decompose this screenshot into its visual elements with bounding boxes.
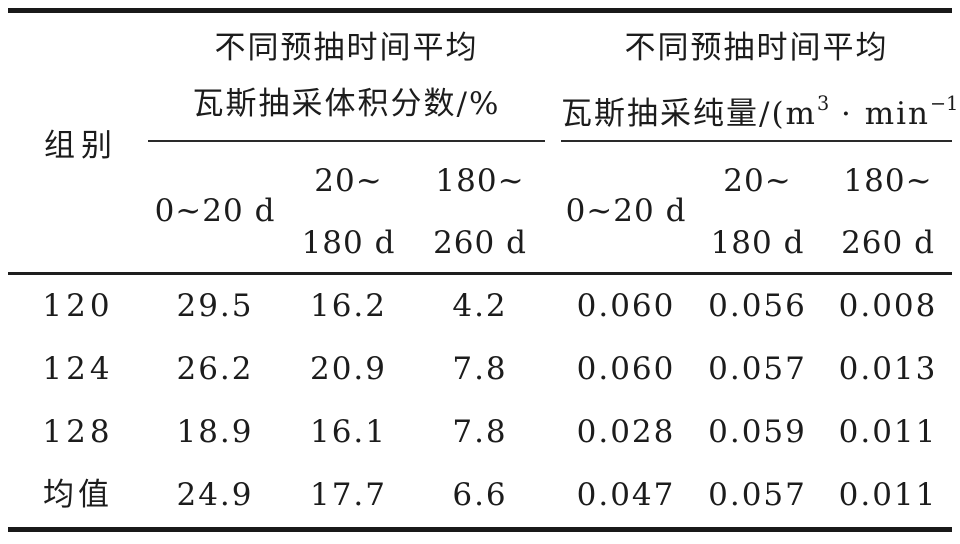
row-124-pq-20-180: 0.057 <box>708 351 807 387</box>
table-bottom-rule <box>8 527 952 532</box>
row-124-vf-0-20: 26.2 <box>176 351 254 387</box>
header-group-column: 组别 <box>44 128 118 164</box>
row-128-label: 128 <box>42 414 114 450</box>
row-120-vf-20-180: 16.2 <box>309 288 388 324</box>
subheader-g1-20-180d-line1: 20~ <box>314 163 383 199</box>
unit-middle: · min <box>829 96 930 132</box>
unit-superscript-minus1: −1 <box>930 92 959 115</box>
row-128-pq-0-20: 0.028 <box>576 414 676 450</box>
row-128-pq-20-180: 0.059 <box>708 414 807 450</box>
row-128-vf-0-20: 18.9 <box>176 414 254 450</box>
row-mean-pq-20-180: 0.057 <box>708 477 807 513</box>
header-group-pure-quantity: 不同预抽时间平均 瓦斯抽采纯量/(m3 · min−1) <box>561 13 960 142</box>
subheader-g1-180-260d-line2: 260 d <box>433 225 527 261</box>
row-120-pq-20-180: 0.056 <box>708 288 807 324</box>
table-top-rule <box>8 8 952 13</box>
subheader-g2-20-180d: 20~ 180 d <box>691 142 824 272</box>
subheader-g2-180-260d-line1: 180~ <box>843 163 933 199</box>
row-128-vf-180-260: 7.8 <box>452 414 508 450</box>
header-group-volume-fraction: 不同预抽时间平均 瓦斯抽采体积分数/% <box>148 13 545 140</box>
cmidrule-left <box>148 140 545 142</box>
table-grid: 组别 不同预抽时间平均 瓦斯抽采体积分数/% 不同预抽时间平均 瓦斯抽采纯量/(… <box>8 13 960 527</box>
row-124-pq-0-20: 0.060 <box>576 351 676 387</box>
unit-suffix: ) <box>958 96 960 132</box>
row-124-pq-180-260: 0.013 <box>838 351 938 387</box>
row-mean-label: 均值 <box>43 477 113 513</box>
header-group-pure-quantity-line1: 不同预抽时间平均 <box>624 30 889 66</box>
row-mean-pq-0-20: 0.047 <box>576 477 676 513</box>
row-mean-vf-20-180: 17.7 <box>309 477 388 513</box>
unit-prefix: 瓦斯抽采纯量/(m <box>561 96 817 132</box>
header-group-pure-quantity-line2: 瓦斯抽采纯量/(m3 · min−1) <box>561 76 960 142</box>
row-mean-pq-180-260: 0.011 <box>838 477 938 513</box>
row-120-vf-180-260: 4.2 <box>452 288 508 324</box>
header-group-volume-fraction-line2: 瓦斯抽采体积分数/% <box>192 86 501 122</box>
row-124-vf-20-180: 20.9 <box>309 351 388 387</box>
row-120-pq-180-260: 0.008 <box>838 288 938 324</box>
subheader-g2-180-260d-line2: 260 d <box>841 225 935 261</box>
cmidrule-right <box>561 140 952 142</box>
subheader-g2-0-20d: 0~20 d <box>565 193 687 229</box>
subheader-g2-20-180d-line2: 180 d <box>710 225 805 261</box>
row-128-pq-180-260: 0.011 <box>838 414 938 450</box>
subheader-g1-20-180d-line2: 180 d <box>301 225 396 261</box>
data-table: 组别 不同预抽时间平均 瓦斯抽采体积分数/% 不同预抽时间平均 瓦斯抽采纯量/(… <box>8 8 960 532</box>
row-120-pq-0-20: 0.060 <box>576 288 676 324</box>
row-120-vf-0-20: 29.5 <box>176 288 254 324</box>
header-group-volume-fraction-line1: 不同预抽时间平均 <box>214 30 479 66</box>
row-mean-vf-0-20: 24.9 <box>176 477 254 513</box>
header-body-rule <box>8 272 952 275</box>
row-120-label: 120 <box>42 288 114 324</box>
row-124-vf-180-260: 7.8 <box>452 351 508 387</box>
subheader-g1-0-20d: 0~20 d <box>154 193 276 229</box>
row-128-vf-20-180: 16.1 <box>309 414 388 450</box>
row-124-label: 124 <box>42 351 114 387</box>
subheader-g1-20-180d: 20~ 180 d <box>282 142 415 272</box>
unit-superscript-3: 3 <box>816 92 830 115</box>
subheader-g2-20-180d-line1: 20~ <box>723 163 792 199</box>
subheader-g1-180-260d: 180~ 260 d <box>415 142 545 272</box>
subheader-g2-180-260d: 180~ 260 d <box>824 142 952 272</box>
subheader-g1-180-260d-line1: 180~ <box>435 163 525 199</box>
row-mean-vf-180-260: 6.6 <box>452 477 508 513</box>
